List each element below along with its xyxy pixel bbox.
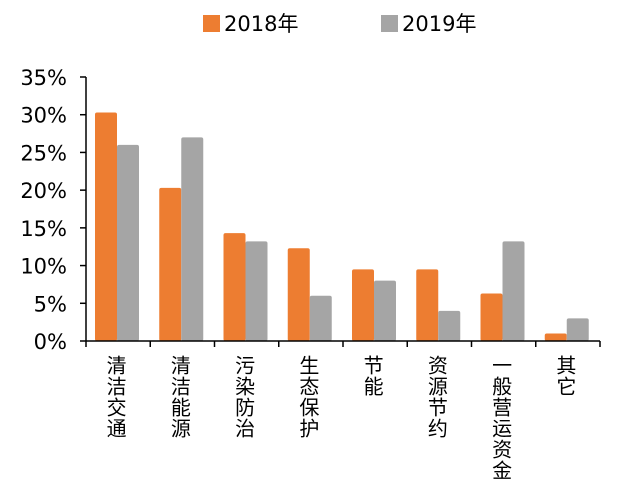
x-category-label: 资源节约 bbox=[424, 355, 448, 439]
y-tick-label: 25% bbox=[20, 141, 67, 165]
bar-2019-5 bbox=[438, 310, 461, 341]
bar-2018-5 bbox=[416, 269, 439, 341]
x-category-label: 一般营运资金 bbox=[489, 355, 513, 481]
bar-2019-0 bbox=[117, 144, 139, 341]
x-axis: 清洁交通 清洁能源 污染防治 生态保护 节能 资源节约 一般营运资金 其它 bbox=[85, 340, 601, 481]
bar-2018-6 bbox=[480, 293, 503, 341]
legend-swatch-2018 bbox=[203, 15, 220, 32]
bar-2019-7 bbox=[566, 318, 589, 341]
y-tick-label: 30% bbox=[20, 104, 67, 128]
bar-2018-2 bbox=[223, 233, 246, 341]
x-category-label: 节能 bbox=[360, 355, 384, 397]
x-category-label: 生态保护 bbox=[296, 355, 320, 439]
bar-2018-1 bbox=[159, 187, 182, 341]
legend: 2018年 2019年 bbox=[203, 12, 476, 36]
bar-2019-6 bbox=[502, 241, 525, 341]
y-tick-label: 5% bbox=[34, 292, 67, 316]
bar-2019-1 bbox=[181, 137, 204, 341]
bar-2018-0 bbox=[95, 112, 117, 341]
bar-2018-3 bbox=[287, 248, 310, 341]
legend-swatch-2019 bbox=[381, 15, 398, 32]
y-tick-label: 0% bbox=[34, 330, 67, 354]
y-tick-label: 15% bbox=[20, 217, 67, 241]
y-tick-label: 20% bbox=[20, 179, 67, 203]
legend-label-2018: 2018年 bbox=[224, 12, 298, 36]
x-category-label: 清洁能源 bbox=[167, 355, 191, 439]
y-axis: 0% 5% 10% 15% 20% 25% 30% 35% bbox=[20, 66, 87, 354]
bar-2019-2 bbox=[245, 241, 268, 341]
bar-2018-7 bbox=[544, 333, 567, 341]
y-tick-label: 35% bbox=[20, 66, 67, 90]
x-category-label: 污染防治 bbox=[232, 355, 256, 439]
bars bbox=[95, 112, 589, 341]
legend-label-2019: 2019年 bbox=[402, 12, 476, 36]
x-category-label: 其它 bbox=[553, 355, 577, 397]
x-category-label: 清洁交通 bbox=[103, 355, 127, 439]
bar-2019-4 bbox=[374, 280, 396, 341]
y-tick-label: 10% bbox=[20, 255, 67, 279]
bar-2018-4 bbox=[352, 269, 374, 341]
bar-2019-3 bbox=[309, 295, 332, 341]
